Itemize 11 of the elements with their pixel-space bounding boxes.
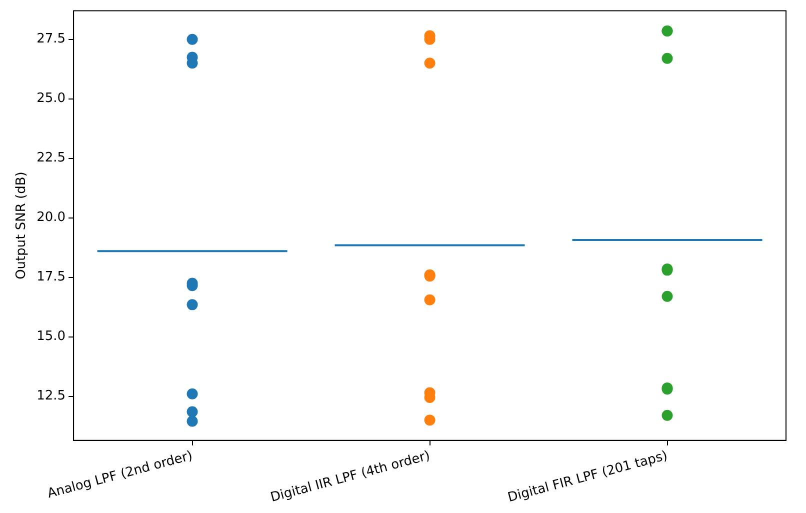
x-tick-label: Analog LPF (2nd order) bbox=[46, 448, 194, 502]
x-tick-label: Digital IIR LPF (4th order) bbox=[269, 448, 432, 506]
y-tick-label: 27.5 bbox=[36, 32, 66, 47]
y-tick-label: 15.0 bbox=[36, 329, 66, 344]
y-tick-label: 17.5 bbox=[36, 270, 66, 285]
y-axis-title: Output SNR (dB) bbox=[14, 172, 30, 280]
y-tick-label: 20.0 bbox=[36, 210, 66, 226]
y-tick-label: 22.5 bbox=[36, 150, 66, 166]
x-tick-label: Digital FIR LPF (201 taps) bbox=[506, 448, 670, 506]
y-tick-label: 12.5 bbox=[36, 388, 66, 404]
y-tick-label: 25.0 bbox=[36, 91, 66, 106]
